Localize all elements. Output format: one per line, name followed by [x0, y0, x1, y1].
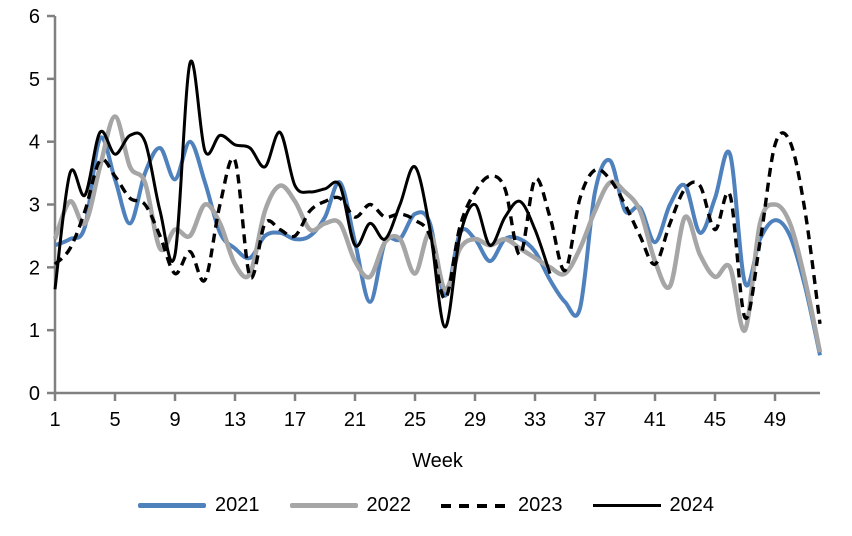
- series-2023-line: [53, 131, 822, 325]
- x-tick-label: 1: [49, 409, 60, 431]
- legend: 2021 2022 2023 2024: [0, 494, 852, 517]
- x-tick-label: 21: [344, 409, 366, 431]
- y-tick-label: 0: [29, 383, 40, 405]
- x-tick-label: 9: [169, 409, 180, 431]
- series-2024-line: [53, 59, 552, 329]
- x-tick-label: 41: [644, 409, 666, 431]
- series-2021-line: [54, 135, 822, 356]
- x-tick-label: 13: [224, 409, 246, 431]
- y-tick-label: 5: [29, 69, 40, 91]
- legend-item-2022: 2022: [289, 494, 412, 517]
- x-tick-label: 49: [764, 409, 786, 431]
- x-tick-label: 25: [404, 409, 426, 431]
- x-tick-label: 45: [704, 409, 726, 431]
- legend-line-sample-2021: [138, 503, 206, 508]
- y-tick-label: 2: [29, 257, 40, 279]
- legend-item-2021: 2021: [138, 494, 260, 517]
- y-tick-label: 3: [29, 195, 40, 217]
- x-tick-label: 33: [524, 409, 546, 431]
- legend-item-2023: 2023: [441, 494, 563, 517]
- legend-item-2024: 2024: [592, 494, 715, 517]
- x-tick-label: 17: [284, 409, 306, 431]
- x-tick-label: 37: [584, 409, 606, 431]
- legend-line-sample-2024: [592, 504, 661, 507]
- legend-label-2024: 2024: [669, 494, 715, 516]
- y-tick-label: 1: [29, 320, 40, 342]
- x-tick-label: 29: [464, 409, 486, 431]
- legend-line-sample-2023: [441, 503, 509, 508]
- legend-label-2022: 2022: [366, 494, 412, 516]
- legend-label-2023: 2023: [518, 494, 563, 516]
- legend-label-2021: 2021: [215, 494, 260, 516]
- y-tick-label: 6: [29, 6, 40, 28]
- legend-line-sample-2022: [289, 503, 358, 508]
- series-2022-line: [52, 114, 823, 353]
- y-tick-label: 4: [29, 132, 40, 154]
- x-tick-label: 5: [109, 409, 120, 431]
- x-axis-title: Week: [412, 450, 463, 472]
